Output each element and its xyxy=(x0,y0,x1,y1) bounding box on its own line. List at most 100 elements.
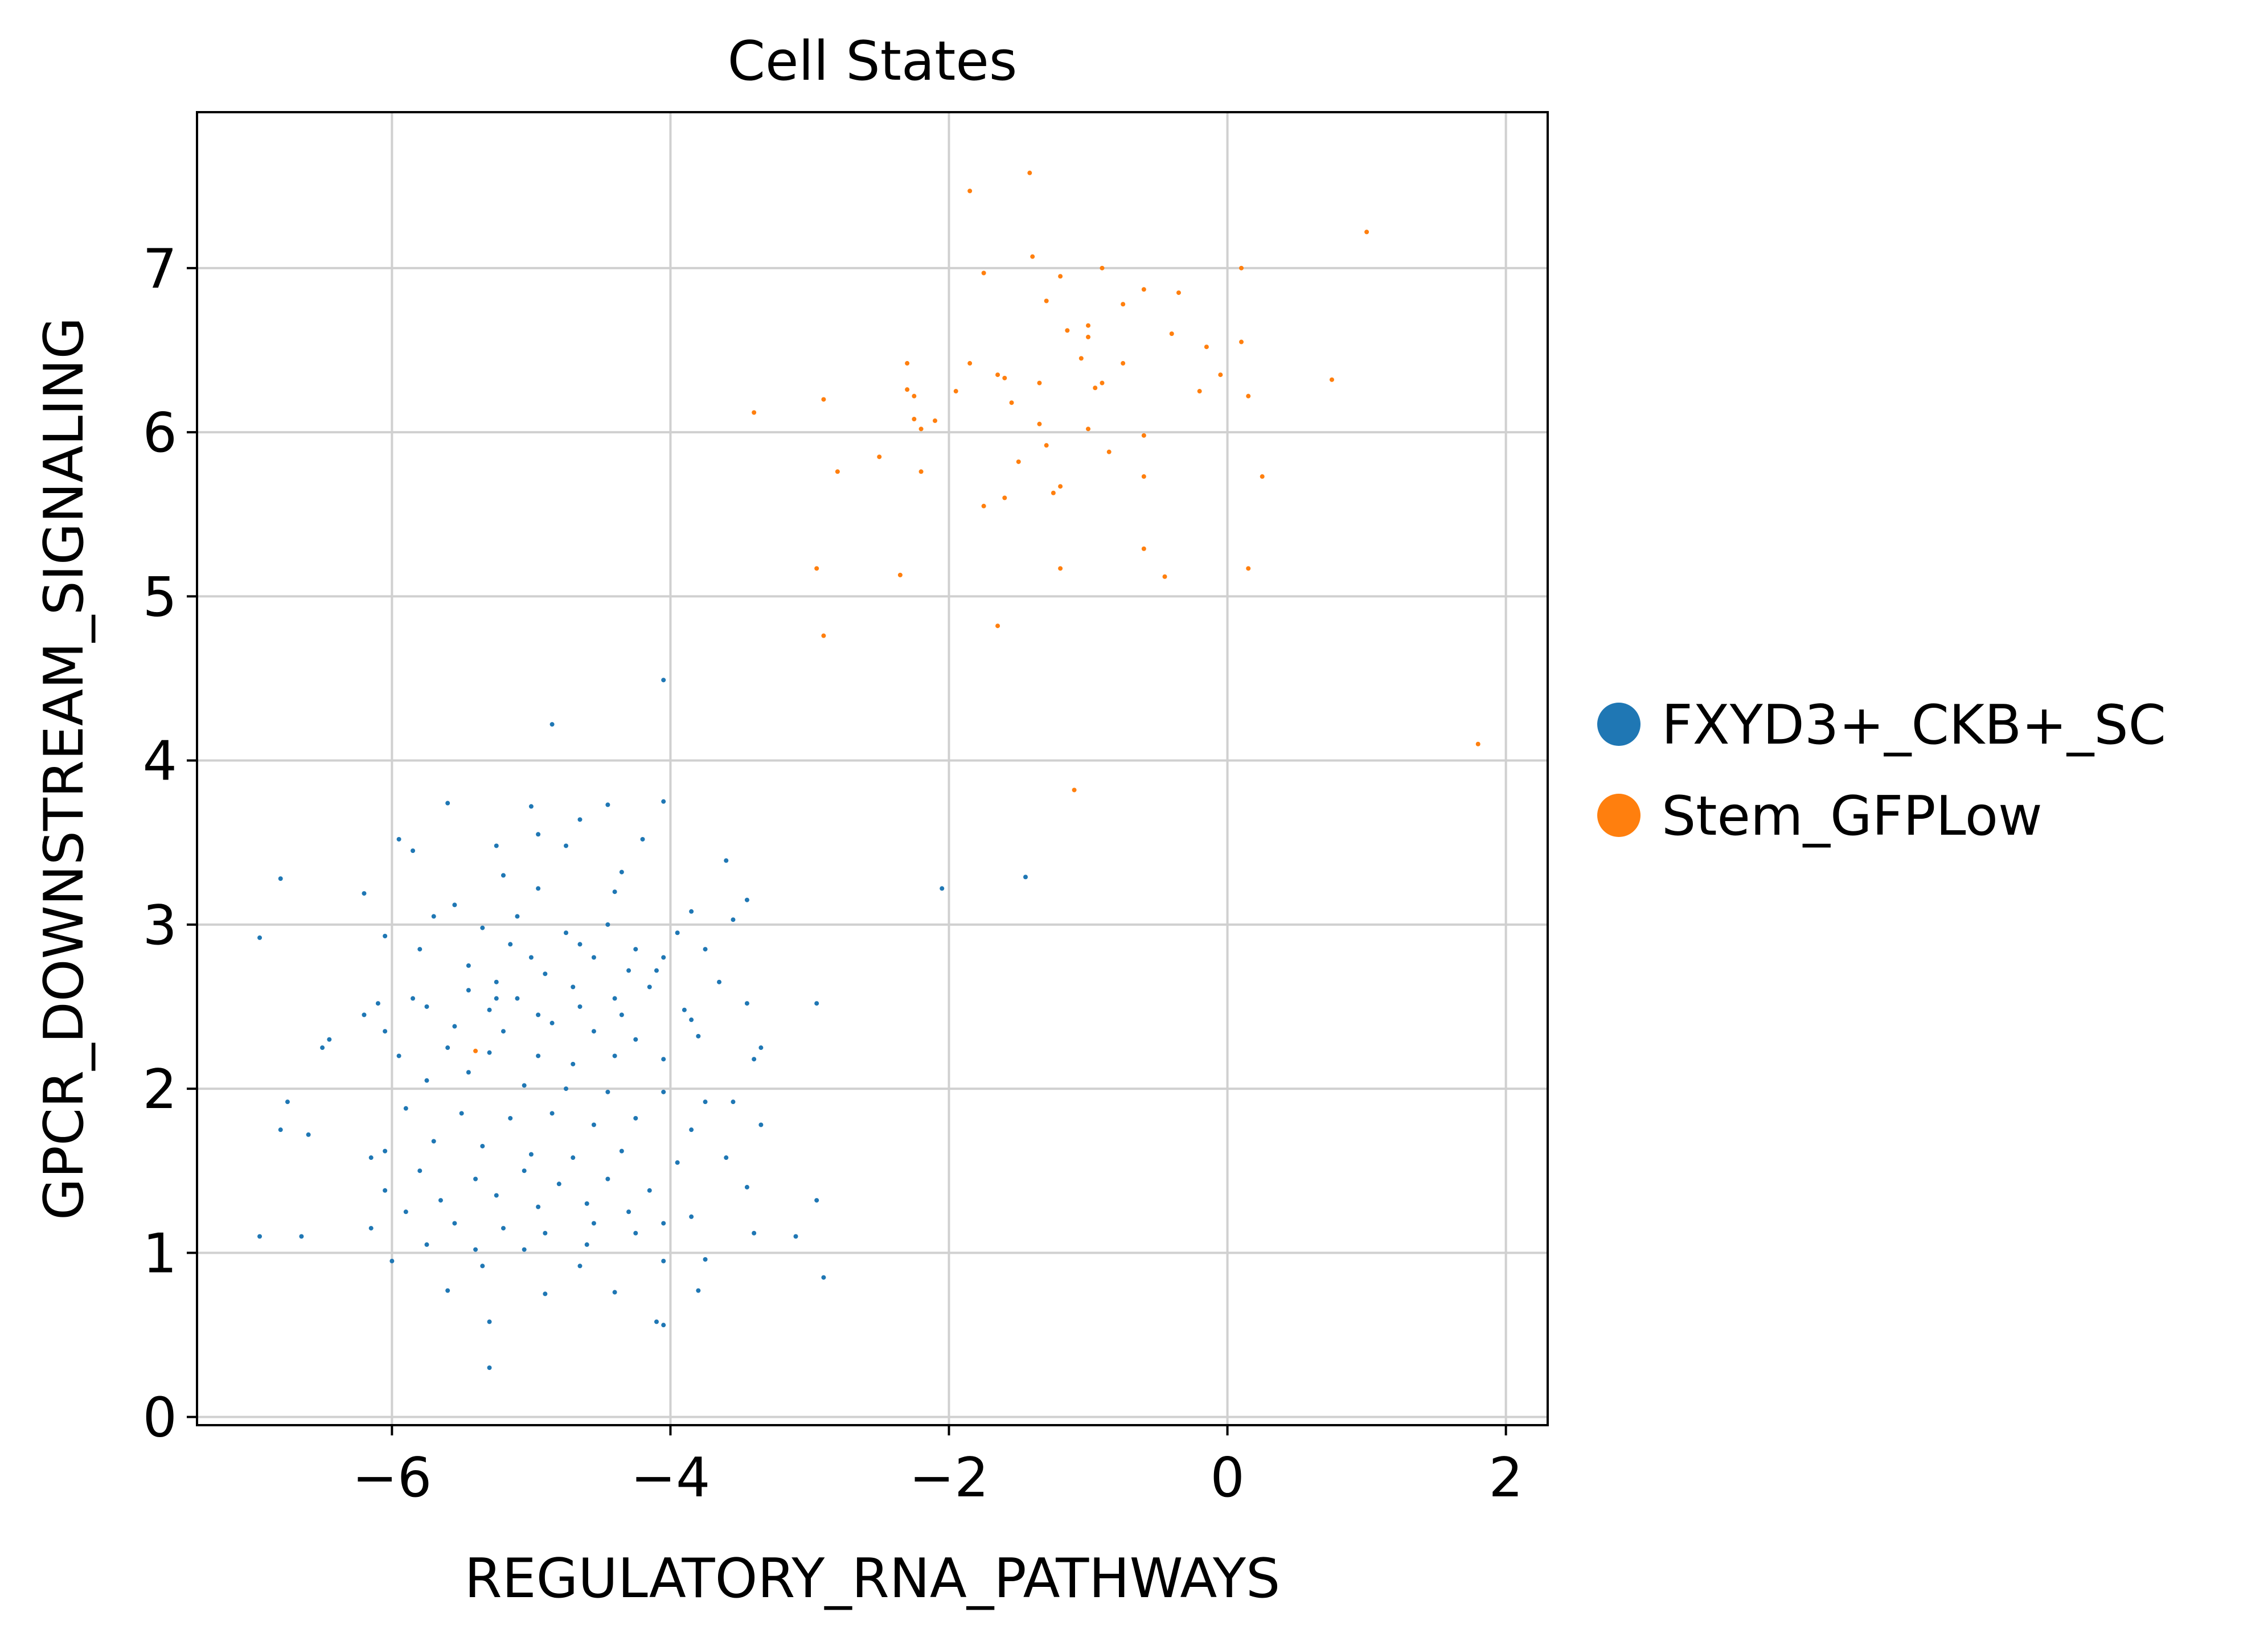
data-point xyxy=(703,1257,708,1262)
data-point xyxy=(1176,290,1181,296)
data-point xyxy=(605,1089,610,1094)
data-point xyxy=(1239,265,1244,270)
legend: FXYD3+_CKB+_SC Stem_GFPLow xyxy=(1597,694,2166,848)
data-point xyxy=(981,503,986,508)
data-point xyxy=(661,1089,666,1094)
data-point xyxy=(466,1070,471,1075)
data-point xyxy=(703,1099,708,1105)
data-point xyxy=(724,858,729,863)
data-point xyxy=(605,802,610,807)
data-point xyxy=(661,799,666,804)
data-point xyxy=(591,1221,596,1226)
data-point xyxy=(564,1086,569,1092)
data-point xyxy=(1100,380,1105,385)
data-point xyxy=(675,930,680,935)
data-point xyxy=(1037,421,1042,426)
y-tick-label: 4 xyxy=(143,731,177,793)
data-point xyxy=(1121,361,1126,366)
data-point xyxy=(424,1242,429,1247)
grid-lines xyxy=(197,112,1548,1425)
data-point xyxy=(967,361,973,366)
data-point xyxy=(640,836,645,842)
chart-title: Cell States xyxy=(728,30,1018,93)
data-point xyxy=(536,1053,541,1058)
data-point xyxy=(1044,298,1049,303)
data-point xyxy=(897,572,903,577)
data-point xyxy=(1002,495,1007,500)
data-point xyxy=(577,942,583,947)
data-point xyxy=(494,979,499,984)
data-point xyxy=(619,869,624,875)
data-point xyxy=(591,1122,596,1127)
data-point xyxy=(661,1057,666,1062)
y-tick-label: 2 xyxy=(143,1058,177,1121)
data-point xyxy=(612,1053,617,1058)
data-point xyxy=(1009,400,1014,405)
data-point xyxy=(487,1007,492,1012)
data-point xyxy=(689,909,694,914)
data-point xyxy=(417,947,423,952)
data-point xyxy=(522,1083,527,1088)
data-point xyxy=(1086,323,1091,328)
data-point xyxy=(605,1176,610,1181)
x-tick-label: −2 xyxy=(909,1447,989,1509)
data-point xyxy=(605,922,610,927)
series-2-points xyxy=(473,170,1480,1053)
data-point xyxy=(1093,385,1098,391)
data-point xyxy=(327,1037,332,1042)
data-point xyxy=(549,1020,555,1025)
data-point xyxy=(619,1148,624,1154)
data-point xyxy=(1100,265,1105,270)
data-point xyxy=(744,1001,749,1006)
data-point xyxy=(445,1045,450,1051)
data-point xyxy=(299,1234,304,1239)
data-point xyxy=(528,1152,534,1157)
data-point xyxy=(1086,334,1091,339)
data-point xyxy=(320,1045,325,1051)
legend-marker xyxy=(1597,703,1640,746)
data-point xyxy=(1044,443,1049,448)
x-axis-ticks: −6 −4 −2 0 2 xyxy=(352,1425,1523,1509)
data-point xyxy=(411,996,416,1001)
data-point xyxy=(654,968,659,973)
data-point xyxy=(278,1127,283,1132)
data-point xyxy=(368,1155,374,1160)
data-point xyxy=(1121,302,1126,307)
data-point xyxy=(661,1221,666,1226)
data-point xyxy=(508,942,513,947)
data-point xyxy=(487,1050,492,1055)
data-point xyxy=(571,1155,576,1160)
data-point xyxy=(619,1012,624,1017)
data-point xyxy=(696,1033,701,1039)
data-point xyxy=(257,1234,263,1239)
data-point xyxy=(918,426,924,432)
data-point xyxy=(383,1029,388,1034)
data-point xyxy=(396,1053,401,1058)
data-point xyxy=(612,1290,617,1295)
data-point xyxy=(577,1263,583,1269)
data-point xyxy=(571,1061,576,1066)
data-point xyxy=(752,1230,757,1236)
data-point xyxy=(814,1001,819,1006)
data-point xyxy=(480,1143,485,1148)
data-point xyxy=(633,1037,638,1042)
data-point xyxy=(494,996,499,1001)
data-point xyxy=(383,934,388,939)
data-point xyxy=(626,968,631,973)
data-point xyxy=(564,930,569,935)
x-tick-label: −6 xyxy=(352,1447,432,1509)
data-point xyxy=(689,1214,694,1219)
data-point xyxy=(933,418,938,423)
data-point xyxy=(522,1247,527,1252)
y-tick-label: 0 xyxy=(143,1387,177,1450)
data-point xyxy=(744,1185,749,1190)
data-point xyxy=(1072,787,1077,793)
y-tick-label: 5 xyxy=(143,566,177,629)
data-point xyxy=(633,1230,638,1236)
data-point xyxy=(814,566,819,571)
data-point xyxy=(459,1111,464,1116)
data-point xyxy=(480,925,485,930)
data-point xyxy=(1169,331,1174,337)
data-point xyxy=(1141,433,1146,438)
legend-label: Stem_GFPLow xyxy=(1662,785,2043,848)
